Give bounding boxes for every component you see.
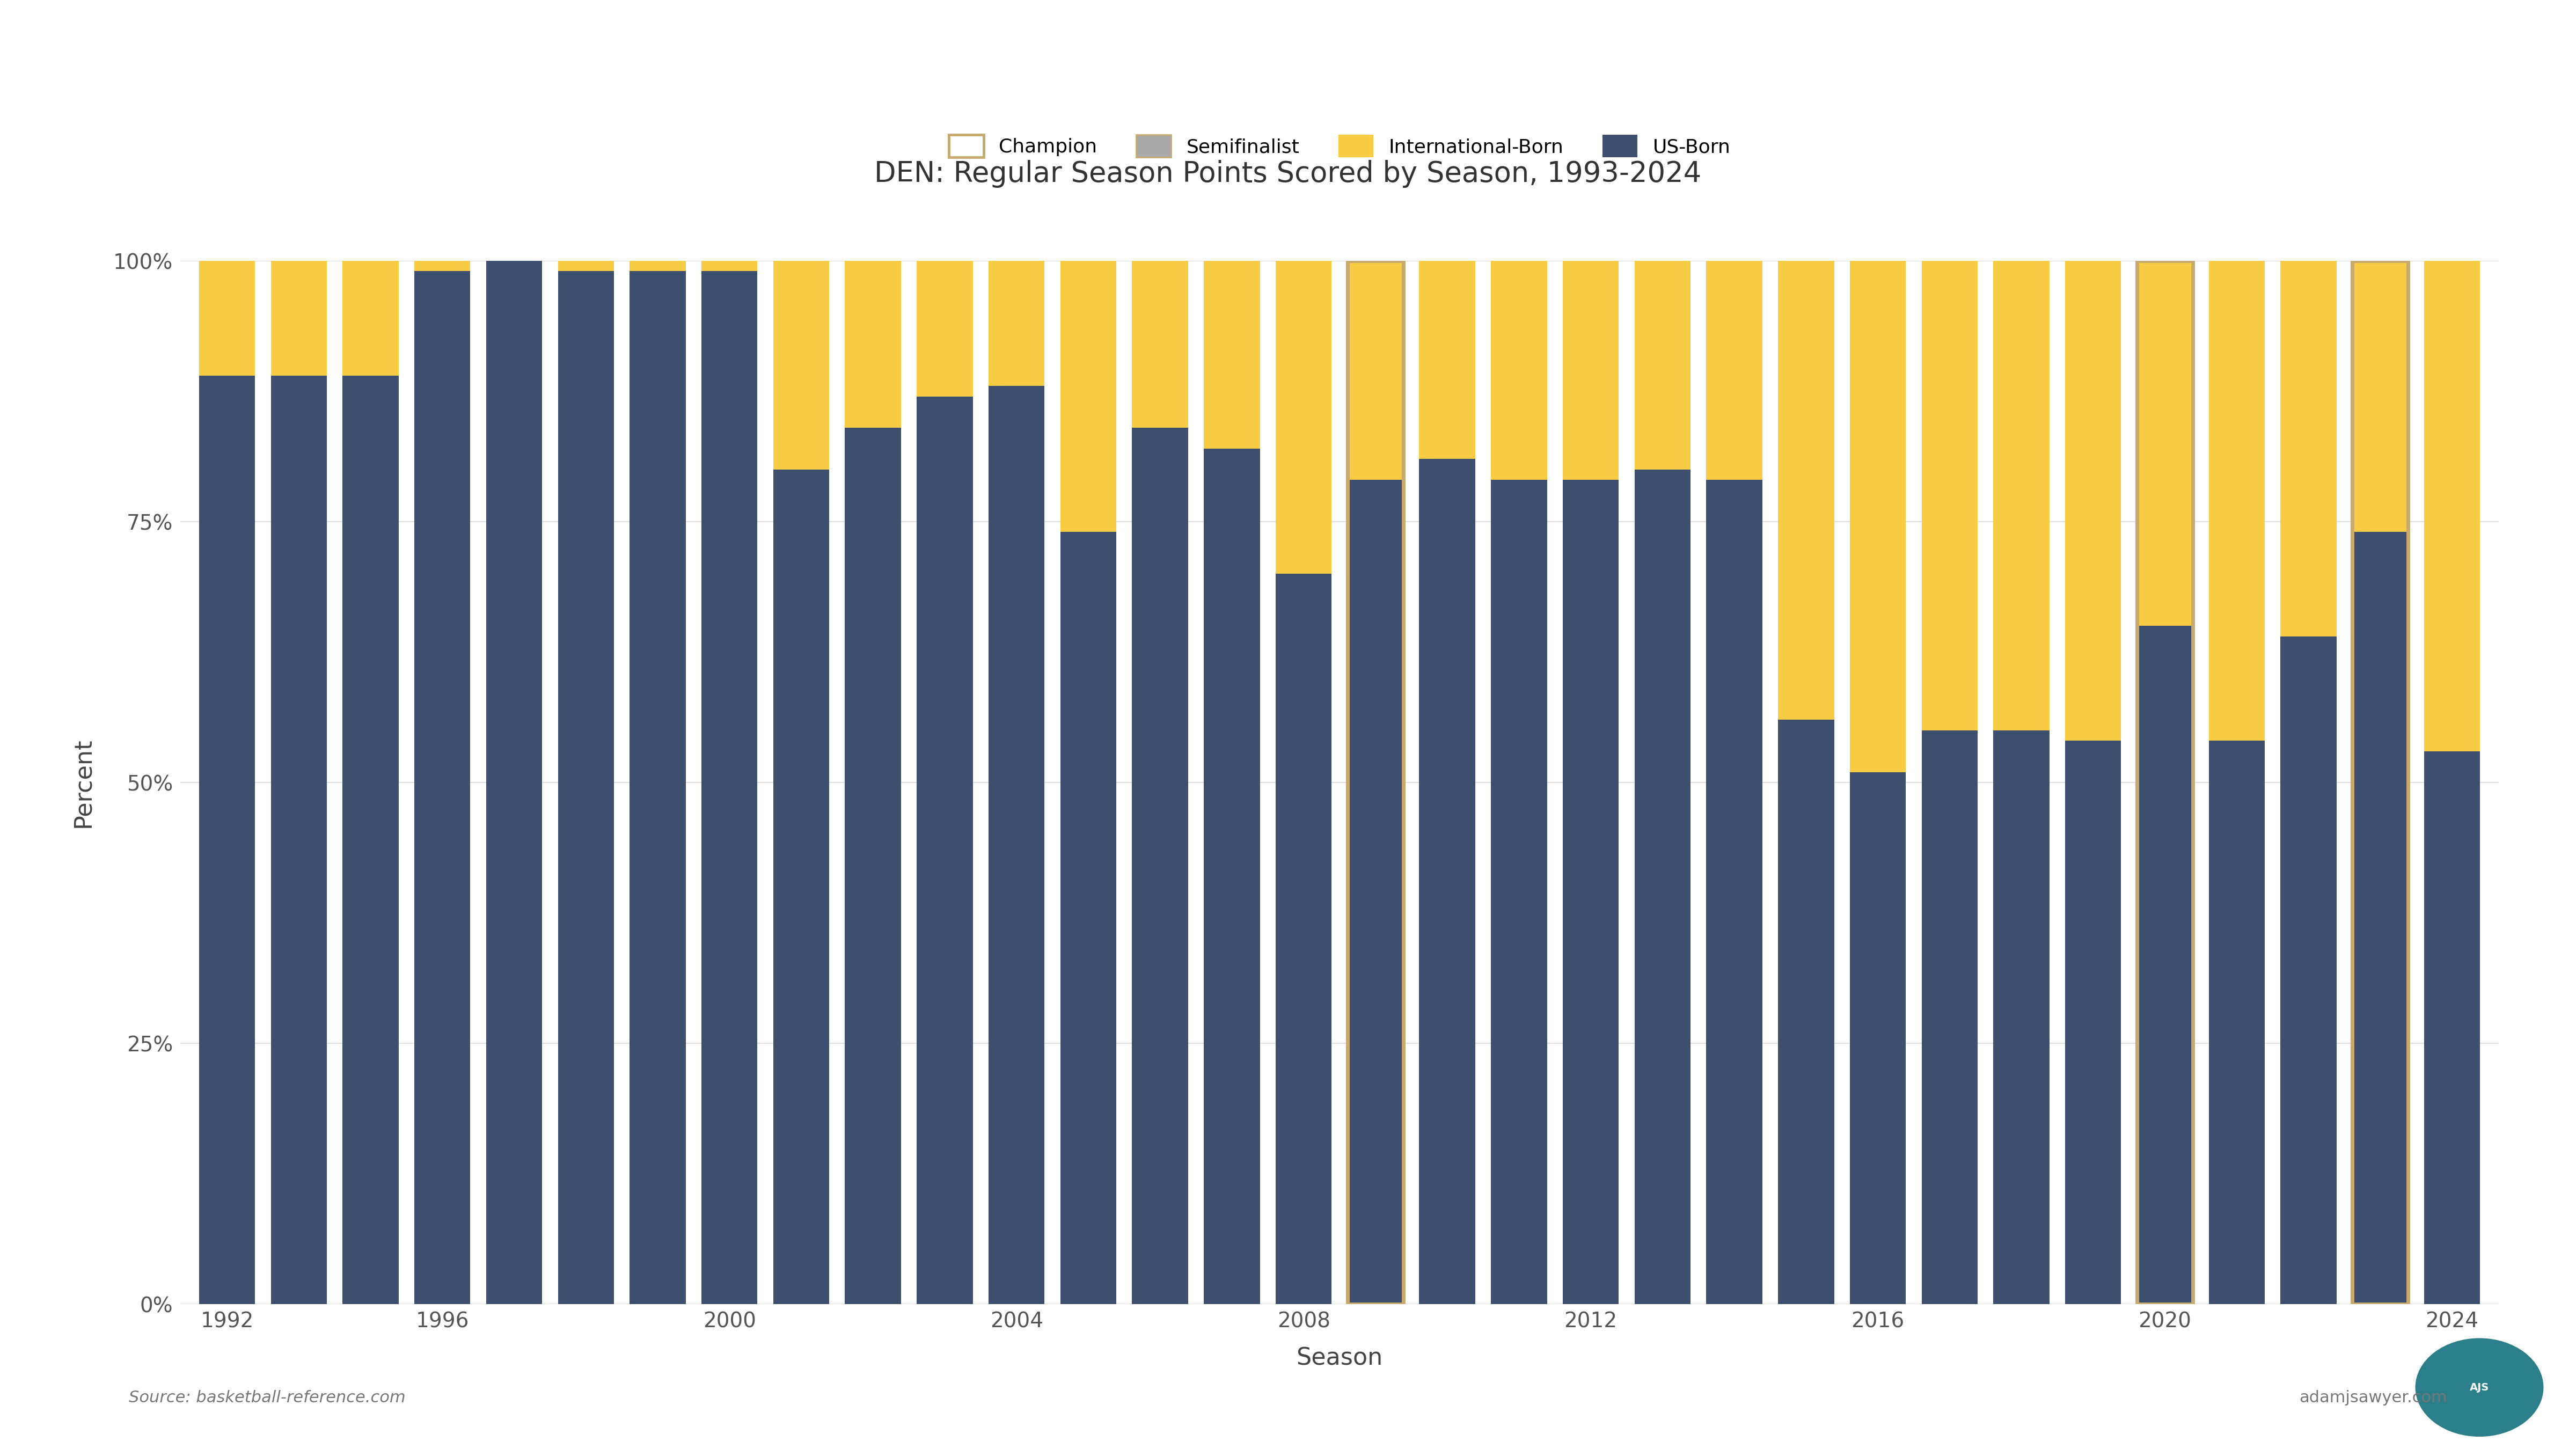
Bar xyxy=(989,385,1043,1304)
Bar xyxy=(701,271,757,1304)
Bar xyxy=(198,261,255,375)
Bar xyxy=(487,261,541,1304)
Bar xyxy=(270,375,327,1304)
Bar xyxy=(2138,261,2192,1304)
Bar xyxy=(559,261,613,271)
Bar xyxy=(1203,261,1260,449)
Text: AJS: AJS xyxy=(2470,1382,2488,1392)
Bar xyxy=(1564,261,1618,480)
Bar xyxy=(1275,261,1332,574)
Bar xyxy=(1705,261,1762,480)
Bar xyxy=(1419,459,1476,1304)
Bar xyxy=(1419,261,1476,459)
Bar xyxy=(1203,449,1260,1304)
Bar xyxy=(845,261,902,427)
Text: Source: basketball-reference.com: Source: basketball-reference.com xyxy=(129,1390,404,1406)
Bar xyxy=(343,261,399,375)
Bar xyxy=(1636,261,1690,469)
Bar xyxy=(1777,720,1834,1304)
Bar xyxy=(415,271,471,1304)
Bar xyxy=(2424,751,2481,1304)
Bar xyxy=(1850,772,1906,1304)
Bar xyxy=(2352,261,2409,532)
Bar xyxy=(1705,480,1762,1304)
Bar xyxy=(1347,261,1404,1304)
Bar xyxy=(1994,730,2050,1304)
Bar xyxy=(198,375,255,1304)
Bar xyxy=(773,261,829,469)
Bar xyxy=(845,427,902,1304)
Bar xyxy=(1492,261,1548,480)
Bar xyxy=(2352,261,2409,1304)
Bar xyxy=(1636,469,1690,1304)
Bar xyxy=(343,375,399,1304)
Circle shape xyxy=(2416,1339,2543,1436)
Bar xyxy=(2352,532,2409,1304)
Bar xyxy=(270,261,327,375)
Bar xyxy=(1061,532,1115,1304)
Bar xyxy=(2208,740,2264,1304)
Bar xyxy=(2066,740,2120,1304)
Bar xyxy=(2138,261,2192,626)
Bar xyxy=(1994,261,2050,730)
Bar xyxy=(917,397,974,1304)
Bar xyxy=(415,261,471,271)
Bar xyxy=(559,271,613,1304)
Bar xyxy=(1131,261,1188,427)
Bar xyxy=(1564,480,1618,1304)
Bar xyxy=(701,261,757,271)
Bar xyxy=(629,271,685,1304)
Text: adamjsawyer.com: adamjsawyer.com xyxy=(2300,1390,2447,1406)
Bar xyxy=(629,261,685,271)
Bar xyxy=(2208,261,2264,740)
Bar xyxy=(773,469,829,1304)
Bar xyxy=(2280,261,2336,636)
Bar xyxy=(1275,574,1332,1304)
Text: DEN: Regular Season Points Scored by Season, 1993-2024: DEN: Regular Season Points Scored by Sea… xyxy=(873,159,1703,188)
Bar xyxy=(1347,480,1404,1304)
Bar xyxy=(2066,261,2120,740)
Y-axis label: Percent: Percent xyxy=(72,738,95,827)
Bar xyxy=(2280,636,2336,1304)
Bar xyxy=(2424,261,2481,751)
Bar xyxy=(1061,261,1115,532)
Bar xyxy=(1922,730,1978,1304)
Legend: Champion, Semifinalist, International-Born, US-Born: Champion, Semifinalist, International-Bo… xyxy=(948,135,1731,158)
Bar xyxy=(1492,480,1548,1304)
Bar xyxy=(917,261,974,397)
Bar xyxy=(1131,427,1188,1304)
Bar xyxy=(989,261,1043,385)
X-axis label: Season: Season xyxy=(1296,1348,1383,1369)
Bar xyxy=(1347,261,1404,480)
Bar xyxy=(1850,261,1906,772)
Bar xyxy=(1777,261,1834,720)
Bar xyxy=(1922,261,1978,730)
Bar xyxy=(2138,626,2192,1304)
